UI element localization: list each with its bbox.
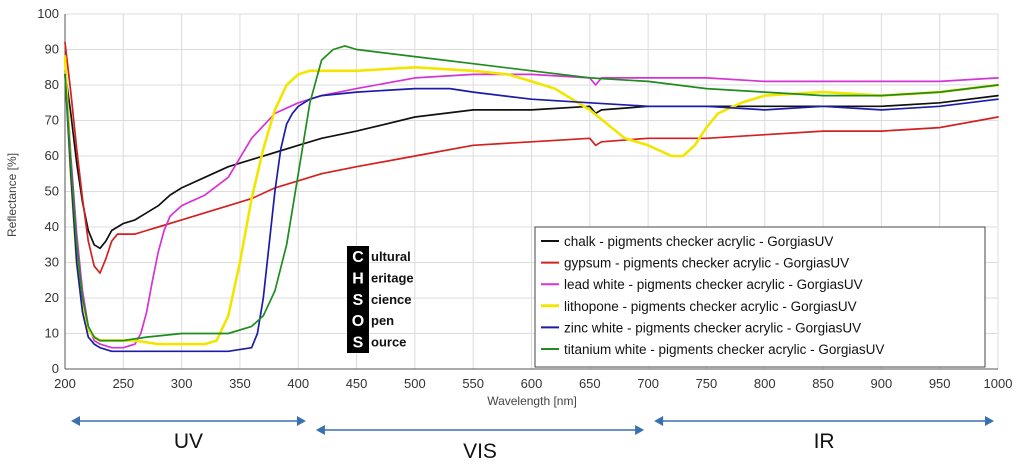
legend-label: lead white - pigments checker acrylic - …	[564, 277, 863, 292]
x-tick-label: 550	[462, 376, 484, 391]
logo-word: ultural	[371, 249, 411, 264]
x-tick-label: 250	[112, 376, 134, 391]
logo-letter: C	[352, 249, 364, 266]
x-tick-label: 450	[346, 376, 368, 391]
region-label: UV	[174, 430, 203, 453]
series-line-2	[64, 55, 999, 349]
y-axis-title: Reflectance [%]	[5, 153, 19, 237]
legend-label: lithopone - pigments checker acrylic - G…	[564, 299, 857, 314]
y-tick-label: 80	[45, 77, 59, 92]
x-tick-label: 700	[637, 376, 659, 391]
legend: chalk - pigments checker acrylic - Gorgi…	[534, 226, 986, 368]
y-tick-label: 100	[37, 6, 59, 21]
region-arrow-head-left	[315, 425, 325, 435]
series-line-5	[64, 45, 999, 342]
x-tick-label: 800	[754, 376, 776, 391]
legend-label: chalk - pigments checker acrylic - Gorgi…	[564, 234, 833, 249]
series-line-4	[64, 73, 999, 353]
x-tick-label: 850	[812, 376, 834, 391]
x-tick-label: 600	[521, 376, 543, 391]
y-tick-label: 50	[45, 184, 59, 199]
x-tick-label: 1000	[984, 376, 1013, 391]
legend-box	[534, 226, 986, 368]
y-tick-label: 40	[45, 219, 59, 234]
legend-label: zinc white - pigments checker acrylic - …	[564, 320, 861, 335]
logo-block	[347, 246, 369, 353]
logo-letter: S	[353, 335, 364, 352]
logo-word: pen	[371, 313, 394, 328]
legend-label: gypsum - pigments checker acrylic - Gorg…	[564, 256, 849, 271]
x-tick-label: 300	[171, 376, 193, 391]
x-tick-label: 900	[871, 376, 893, 391]
y-tick-label: 60	[45, 148, 59, 163]
region-arrow-head-left	[71, 416, 80, 426]
logo-word: ource	[371, 335, 406, 350]
y-tick-label: 30	[45, 255, 59, 270]
logo-word: eritage	[371, 270, 414, 285]
region-arrow-head-right	[296, 416, 306, 426]
logo-letter: O	[352, 313, 364, 330]
y-tick-label: 90	[45, 42, 59, 57]
x-tick-label: 500	[404, 376, 426, 391]
logo-word: cience	[371, 292, 411, 307]
x-tick-label: 200	[54, 376, 76, 391]
axes: 200 250 300 350 400 450 500 550 600 650 700 750 800 8…	[37, 6, 1012, 391]
logo-letter: S	[353, 292, 364, 309]
region-arrow-head-right	[985, 416, 994, 426]
y-tick-label: 70	[45, 113, 59, 128]
legend-label: titanium white - pigments checker acryli…	[564, 342, 884, 357]
y-tick-label: 0	[52, 361, 59, 376]
y-tick-label: 20	[45, 290, 59, 305]
x-tick-label: 650	[579, 376, 601, 391]
y-tick-label: 10	[45, 326, 59, 341]
x-tick-label: 350	[229, 376, 251, 391]
x-tick-label: 400	[287, 376, 309, 391]
x-axis-title: Wavelength [nm]	[487, 394, 577, 408]
series-lines	[63, 41, 1000, 353]
logo-letter: H	[352, 270, 364, 287]
region-arrow-head-left	[654, 416, 664, 426]
x-tick-label: 950	[929, 376, 951, 391]
region-label: IR	[814, 430, 835, 453]
x-tick-label: 750	[696, 376, 718, 391]
region-label: VIS	[463, 440, 497, 463]
region-arrow-head-right	[635, 425, 645, 435]
spectral-regions: UV VIS IR	[71, 416, 994, 463]
